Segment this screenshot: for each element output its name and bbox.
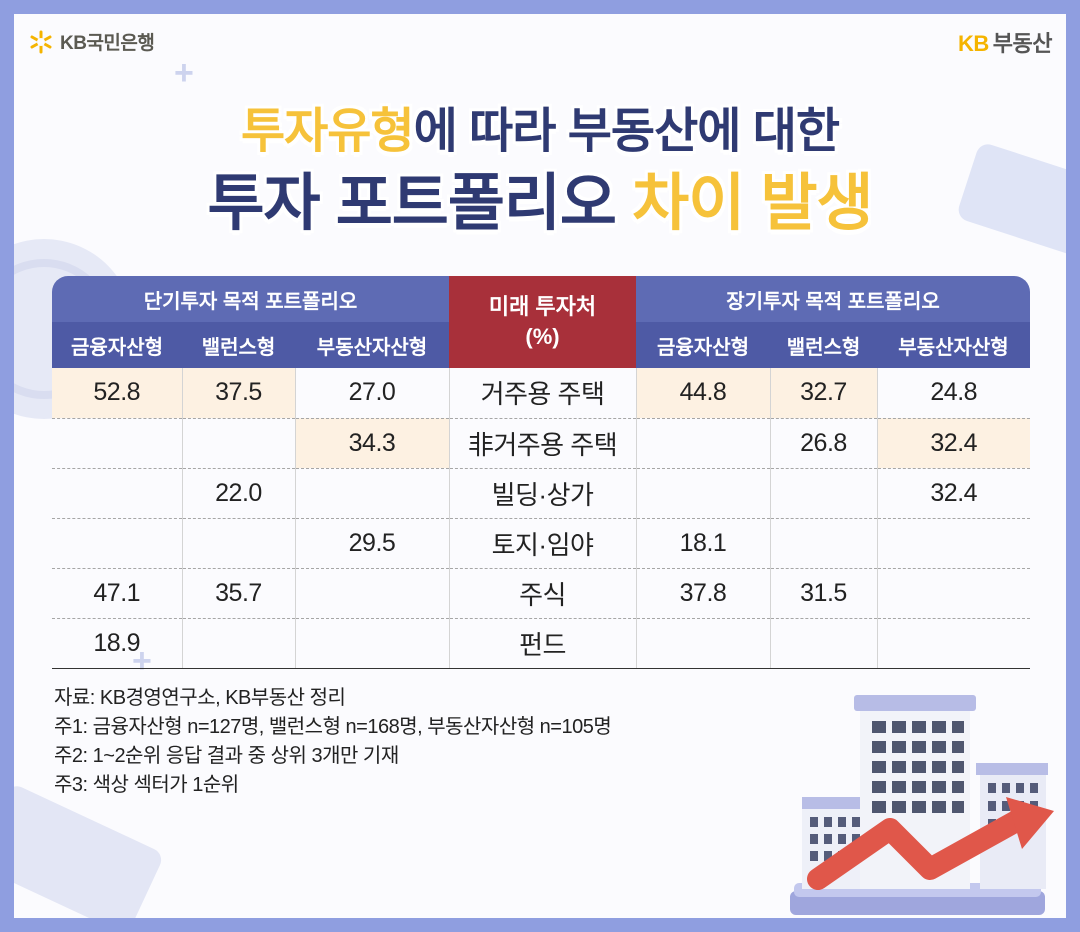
table-cell: 24.8	[876, 368, 1030, 419]
col-header-financial-asset-long: 금융자산형	[636, 322, 770, 368]
table-cell	[876, 518, 1030, 569]
footnote-2: 주2: 1~2순위 응답 결과 중 상위 3개만 기재	[54, 745, 399, 767]
row-label: 토지·임야	[448, 518, 636, 569]
table-cell: 34.3	[294, 418, 449, 469]
table-cell: 18.9	[52, 618, 182, 669]
banknote-decoration-bottom	[14, 782, 166, 918]
long-term-group-header: 장기투자 목적 포트폴리오	[636, 276, 1030, 322]
kb-star-icon	[30, 30, 52, 53]
table-cell: 32.4	[876, 418, 1030, 469]
title-line-1-rest: 에 따라 부동산에 대한	[413, 105, 840, 158]
table-cell: 22.0	[181, 468, 295, 519]
footnote-3: 주3: 색상 섹터가 1순위	[54, 774, 239, 796]
footnotes: 자료: KB경영연구소, KB부동산 정리 주1: 금융자산형 n=127명, …	[54, 684, 612, 800]
table-cell	[294, 618, 449, 669]
future-investment-header-title: 미래 투자처	[488, 294, 597, 319]
table-cell	[294, 468, 449, 519]
source-note: 자료: KB경영연구소, KB부동산 정리	[54, 687, 346, 709]
col-header-real-estate-asset-long: 부동산자산형	[877, 322, 1030, 368]
row-label: 펀드	[448, 618, 636, 669]
table-cell	[635, 618, 770, 669]
kb-bank-logo-text: KB국민은행	[60, 33, 155, 54]
table-cell: 27.0	[294, 368, 449, 419]
future-investment-header-unit: (%)	[525, 324, 560, 349]
table-cell	[635, 418, 770, 469]
table-cell: 35.7	[181, 568, 295, 619]
table-row: 18.9 펀드	[52, 618, 1030, 669]
col-header-balanced-short: 밸런스형	[182, 322, 295, 368]
kb-kookmin-bank-logo: KB국민은행	[28, 28, 155, 55]
table-cell	[769, 618, 877, 669]
table-cell: 31.5	[769, 568, 877, 619]
title-highlight-difference: 차이 발생	[632, 169, 873, 238]
table-cell: 47.1	[52, 568, 182, 619]
kb-real-estate-logo: KB 부동산	[957, 26, 1053, 58]
future-investment-header: 미래 투자처 (%)	[449, 276, 636, 368]
table-cell	[635, 468, 770, 519]
table-cell	[876, 618, 1030, 669]
table-cell	[181, 518, 295, 569]
table-cell: 18.1	[635, 518, 770, 569]
table-cell	[52, 518, 182, 569]
table-cell	[181, 618, 295, 669]
kb-logo-mark: KB	[957, 31, 989, 56]
row-label: 거주용 주택	[448, 368, 636, 419]
title-line-2-part: 투자 포트폴리오	[207, 169, 633, 238]
short-term-group-header: 단기투자 목적 포트폴리오	[52, 276, 449, 322]
row-label: 주식	[448, 568, 636, 619]
title-line-1: 투자유형에 따라 부동산에 대한	[14, 102, 1066, 162]
row-label: 非거주용 주택	[448, 418, 636, 469]
table-cell: 37.8	[635, 568, 770, 619]
table-row: 52.8 37.5 27.0 거주용 주택 44.8 32.7 24.8	[52, 368, 1030, 419]
table-cell	[769, 518, 877, 569]
col-header-financial-asset-short: 금융자산형	[52, 322, 182, 368]
table-cell: 26.8	[769, 418, 877, 469]
plus-decoration: +	[174, 54, 194, 92]
title-line-2: 투자 포트폴리오 차이 발생	[14, 166, 1066, 242]
table-cell: 29.5	[294, 518, 449, 569]
page-title: 투자유형에 따라 부동산에 대한 투자 포트폴리오 차이 발생	[14, 102, 1066, 242]
building-growth-illustration	[790, 695, 1054, 915]
table-cell	[294, 568, 449, 619]
col-header-real-estate-asset-short: 부동산자산형	[295, 322, 449, 368]
row-label: 빌딩·상가	[448, 468, 636, 519]
table-cell: 32.4	[876, 468, 1030, 519]
col-header-balanced-long: 밸런스형	[770, 322, 877, 368]
title-highlight-investment-type: 투자유형	[240, 105, 415, 158]
table-row: 22.0 빌딩·상가 32.4	[52, 468, 1030, 519]
table-cell: 32.7	[769, 368, 877, 419]
table-cell	[52, 468, 182, 519]
infographic-card: + + KB국민은행 KB 부동산 투자유형에 따라 부동산에 대한 투자 포트폴…	[14, 14, 1066, 918]
portfolio-table: 단기투자 목적 포트폴리오 미래 투자처 (%) 장기투자 목적 포트폴리오 금…	[52, 276, 1030, 669]
table-row: 34.3 非거주용 주택 26.8 32.4	[52, 418, 1030, 469]
table-cell	[769, 468, 877, 519]
real-estate-logo-text: 부동산	[992, 31, 1053, 56]
table-cell	[876, 568, 1030, 619]
table-row: 29.5 토지·임야 18.1	[52, 518, 1030, 569]
table-cell: 52.8	[52, 368, 182, 419]
table-cell: 44.8	[635, 368, 770, 419]
table-cell	[181, 418, 295, 469]
footnote-1: 주1: 금융자산형 n=127명, 밸런스형 n=168명, 부동산자산형 n=…	[54, 716, 612, 738]
table-row: 47.1 35.7 주식 37.8 31.5	[52, 568, 1030, 619]
table-cell	[52, 418, 182, 469]
table-cell: 37.5	[181, 368, 295, 419]
